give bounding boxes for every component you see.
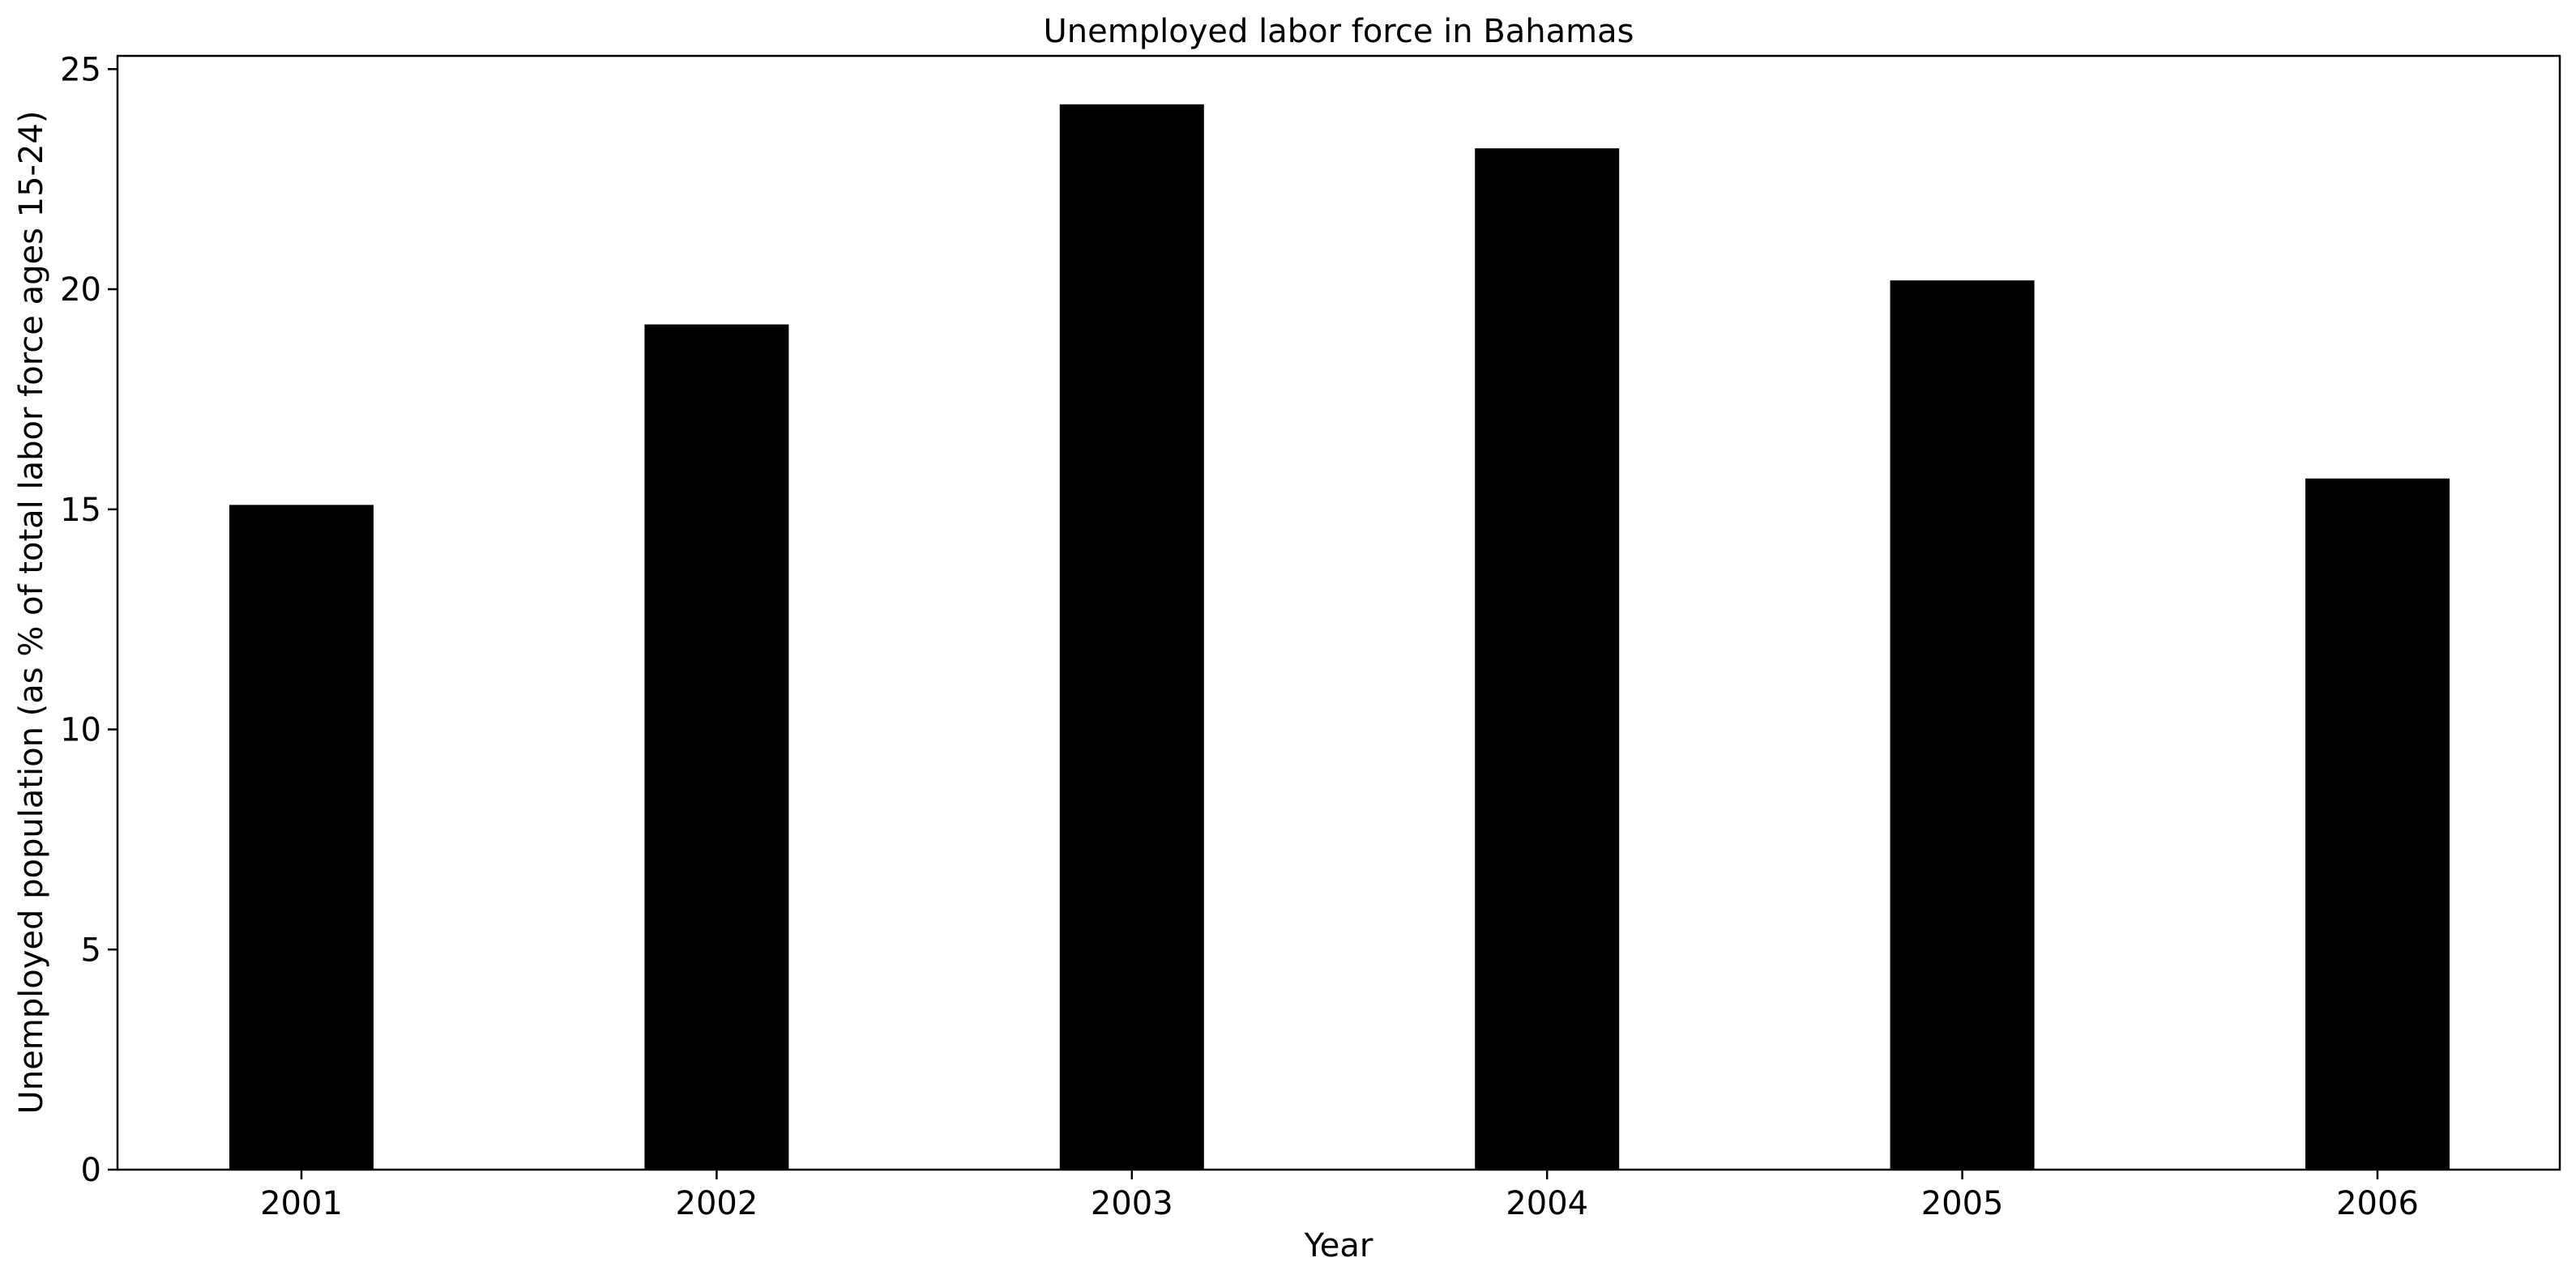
x-axis-ticks: 2001 2002 2003 2004 2005 2006 [260,1170,2419,1222]
bar-2006 [2305,478,2450,1170]
bar-2001 [229,505,374,1170]
x-axis-label: Year [1304,1227,1373,1264]
y-tick-label: 15 [60,492,101,529]
x-tick-label: 2006 [2336,1185,2419,1222]
x-tick-label: 2003 [1091,1185,1173,1222]
y-tick-label: 5 [81,932,101,969]
bar-2002 [644,324,789,1170]
y-axis-ticks: 0 5 10 15 20 25 [60,51,117,1189]
y-tick-label: 10 [60,712,101,749]
y-axis-label: Unemployed population (as % of total lab… [13,111,50,1115]
bars-group [229,104,2450,1170]
bar-2003 [1059,104,1204,1170]
y-tick-label: 0 [81,1152,101,1189]
y-tick-label: 20 [60,271,101,309]
plot-frame [116,54,2561,1171]
chart-title: Unemployed labor force in Bahamas [1044,13,1634,50]
x-tick-label: 2004 [1506,1185,1588,1222]
bar-2004 [1475,148,1620,1170]
bar-2005 [1890,280,2035,1170]
x-tick-label: 2001 [260,1185,343,1222]
x-tick-label: 2005 [1921,1185,2004,1222]
x-tick-label: 2002 [676,1185,758,1222]
y-tick-label: 25 [60,51,101,88]
